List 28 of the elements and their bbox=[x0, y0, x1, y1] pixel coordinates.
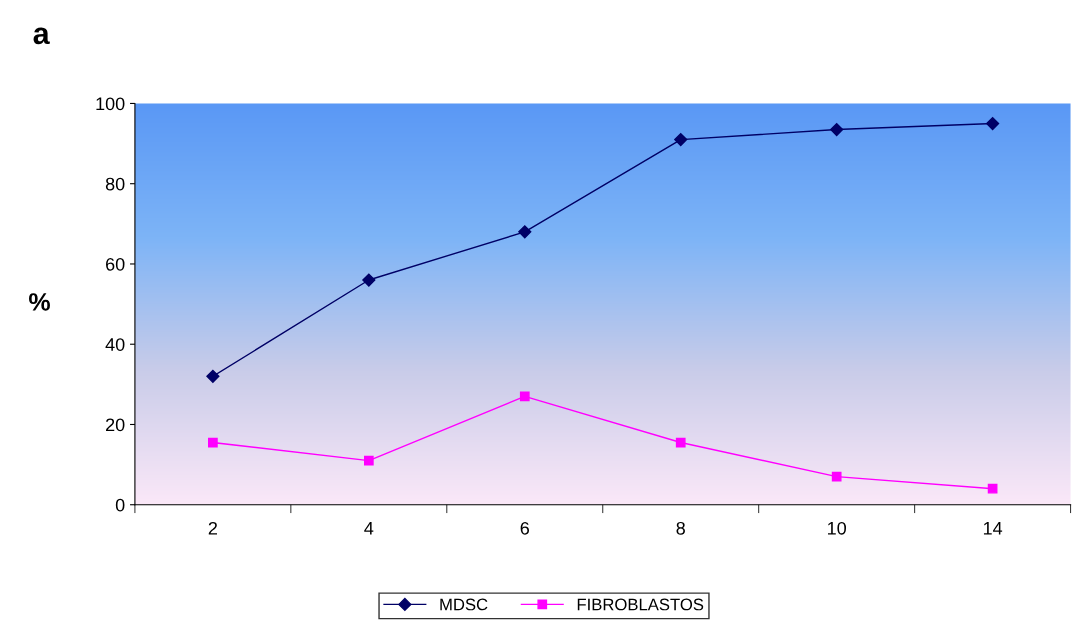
x-tick-label: 14 bbox=[983, 522, 1003, 535]
point bbox=[208, 437, 218, 448]
x-tick-label: 6 bbox=[520, 521, 530, 535]
legend-label: MDSC bbox=[440, 598, 488, 611]
x-tick-label: 4 bbox=[364, 522, 374, 535]
legend-label: FIBROBLASTOS bbox=[577, 598, 704, 611]
point bbox=[362, 273, 376, 287]
y-tick-label: 80 bbox=[105, 177, 125, 191]
y-tick-label: 60 bbox=[106, 257, 125, 271]
point bbox=[363, 455, 374, 466]
point bbox=[830, 122, 844, 137]
y-tick-label: 100 bbox=[96, 97, 125, 111]
y-tick-label: 0 bbox=[115, 498, 125, 512]
point bbox=[675, 437, 686, 448]
x-tick-label: 10 bbox=[828, 521, 847, 535]
y-tick-label: 20 bbox=[106, 418, 125, 432]
point bbox=[674, 132, 688, 147]
point bbox=[519, 391, 530, 402]
y-tick-label: 40 bbox=[105, 338, 125, 351]
point bbox=[518, 225, 532, 239]
chart-title: a bbox=[33, 27, 50, 45]
point bbox=[206, 369, 220, 383]
y-axis-title: % bbox=[29, 293, 50, 311]
point bbox=[831, 471, 842, 482]
point bbox=[986, 116, 1000, 131]
point bbox=[987, 483, 998, 494]
x-tick-label: 8 bbox=[676, 521, 685, 535]
x-tick-label: 2 bbox=[208, 521, 217, 535]
